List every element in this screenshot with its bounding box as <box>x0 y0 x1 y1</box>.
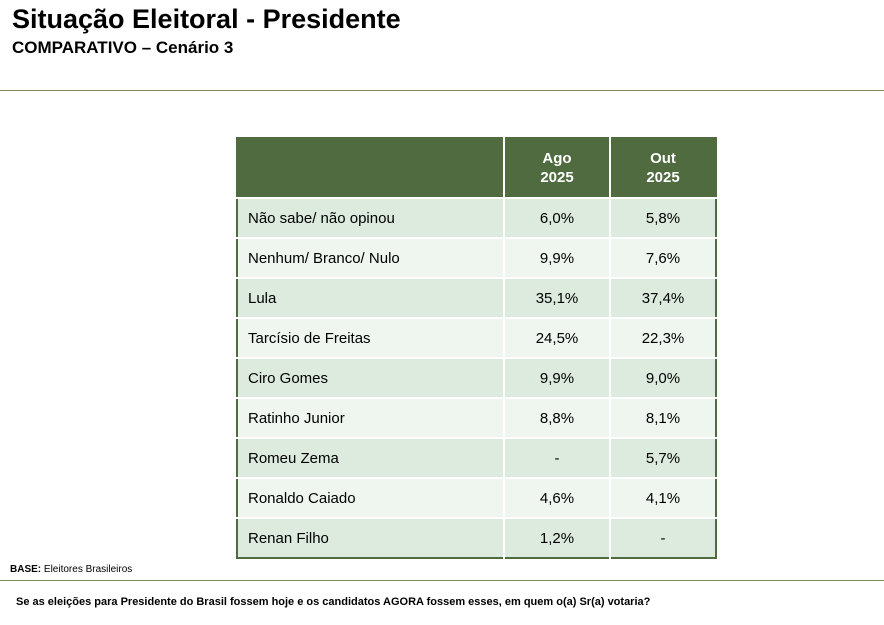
table-row: Renan Filho 1,2% - <box>237 517 716 558</box>
header-cell: Out 2025 <box>609 138 716 198</box>
value-cell: 35,1% <box>503 277 610 318</box>
base-label: BASE: <box>10 564 42 575</box>
value-cell: 5,7% <box>609 437 716 478</box>
divider <box>0 90 884 91</box>
label-cell: Não sabe/ não opinou <box>237 197 504 238</box>
value-cell: 7,6% <box>609 237 716 278</box>
header-cell <box>237 138 504 198</box>
base-note: BASE: Eleitores Brasileiros <box>10 564 132 575</box>
value-cell: 4,6% <box>503 477 610 518</box>
title: Situação Eleitoral - Presidente <box>12 4 401 34</box>
value-cell: 24,5% <box>503 317 610 358</box>
table-row: Tarcísio de Freitas 24,5% 22,3% <box>237 317 716 358</box>
header-cell: Ago 2025 <box>503 138 610 198</box>
value-cell: 5,8% <box>609 197 716 238</box>
value-cell: 6,0% <box>503 197 610 238</box>
table-row: Não sabe/ não opinou 6,0% 5,8% <box>237 197 716 238</box>
table-row: Nenhum/ Branco/ Nulo 9,9% 7,6% <box>237 237 716 278</box>
base-text: Eleitores Brasileiros <box>43 564 133 575</box>
header-month: Ago <box>542 150 572 167</box>
value-cell: 37,4% <box>609 277 716 318</box>
label-cell: Tarcísio de Freitas <box>237 317 504 358</box>
value-cell: 8,1% <box>609 397 716 438</box>
label-cell: Nenhum/ Branco/ Nulo <box>237 237 504 278</box>
subtitle: COMPARATIVO – Cenário 3 <box>12 38 234 57</box>
value-cell: 9,9% <box>503 357 610 398</box>
table-row: Ciro Gomes 9,9% 9,0% <box>237 357 716 398</box>
question: Se as eleições para Presidente do Brasil… <box>16 596 651 608</box>
value-cell: 4,1% <box>609 477 716 518</box>
value-cell: - <box>503 437 610 478</box>
table-row: Ratinho Junior 8,8% 8,1% <box>237 397 716 438</box>
value-cell: - <box>609 517 716 558</box>
value-cell: 1,2% <box>503 517 610 558</box>
label-cell: Ratinho Junior <box>237 397 504 438</box>
table-row: Lula 35,1% 37,4% <box>237 277 716 318</box>
table-row: Ronaldo Caiado 4,6% 4,1% <box>237 477 716 518</box>
label-cell: Lula <box>237 277 504 318</box>
value-cell: 8,8% <box>503 397 610 438</box>
results-table: Ago 2025 Out 2025 Não sabe/ não opinou 6,0% 5… <box>236 137 717 559</box>
value-cell: 22,3% <box>609 317 716 358</box>
value-cell: 9,0% <box>609 357 716 398</box>
table-body: Não sabe/ não opinou 6,0% 5,8% Nenhum/ Bran… <box>237 197 716 558</box>
header-year: 2025 <box>646 169 680 186</box>
label-cell: Renan Filho <box>237 517 504 558</box>
label-cell: Ciro Gomes <box>237 357 504 398</box>
label-cell: Romeu Zema <box>237 437 504 478</box>
divider <box>0 580 884 581</box>
value-cell: 9,9% <box>503 237 610 278</box>
header-year: 2025 <box>540 169 574 186</box>
header-row: Ago 2025 Out 2025 <box>237 138 716 198</box>
header-month: Out <box>650 150 676 167</box>
label-cell: Ronaldo Caiado <box>237 477 504 518</box>
table-row: Romeu Zema -5,7% <box>237 437 716 478</box>
